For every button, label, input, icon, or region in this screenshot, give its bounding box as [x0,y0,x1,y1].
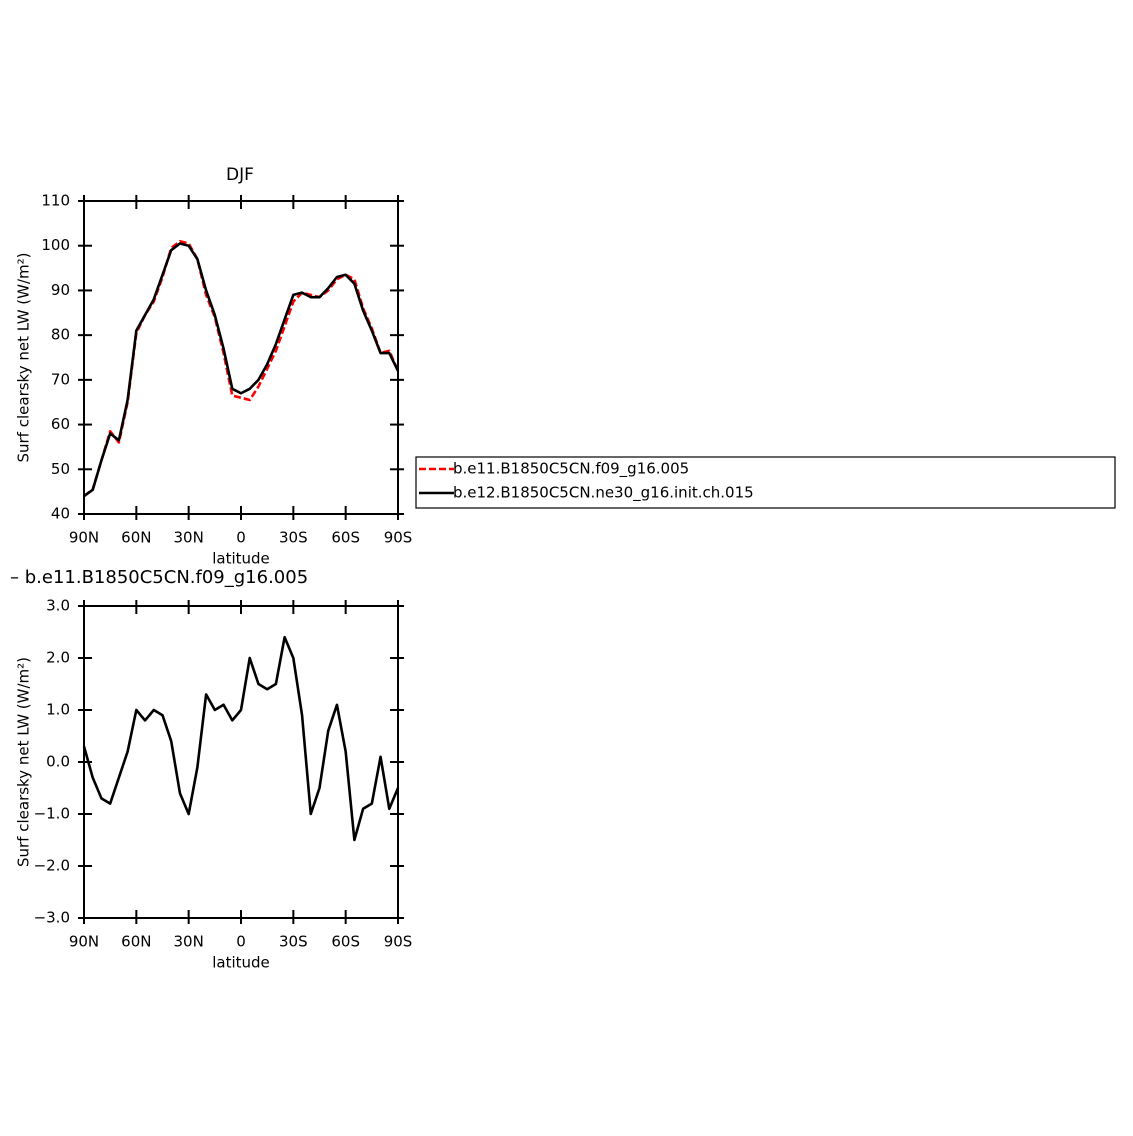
y-axis-label: Surf clearsky net LW (W/m²) [15,252,33,462]
y-tick-label: 3.0 [46,597,70,615]
y-tick-label: 90 [51,281,70,299]
chart-title: – b.e11.B1850C5CN.f09_g16.005 [10,567,308,588]
x-tick-label: 30N [174,933,204,951]
series-line [82,635,400,842]
y-tick-label: 60 [51,415,70,433]
y-tick-label: 50 [51,460,70,478]
x-axis-label: latitude [212,954,270,972]
y-tick-label: 70 [51,370,70,388]
y-tick-label: −2.0 [34,857,70,875]
x-tick-label: 90N [69,933,99,951]
legend-label: b.e12.B1850C5CN.ne30_g16.init.ch.015 [453,484,754,503]
y-tick-label: 0.0 [46,753,70,771]
x-tick-label: 0 [236,933,246,951]
x-tick-label: 60N [121,529,151,547]
x-tick-label: 60S [331,933,360,951]
legend-box [415,456,1116,509]
legend-label: b.e11.B1850C5CN.f09_g16.005 [453,460,689,479]
plot-frame [83,605,399,919]
y-tick-label: −3.0 [34,909,70,927]
x-tick-label: 60N [121,933,151,951]
y-tick-label: −1.0 [34,805,70,823]
x-tick-label: 60S [331,529,360,547]
x-tick-label: 90N [69,529,99,547]
y-tick-label: 110 [41,192,70,210]
x-tick-label: 30S [279,933,308,951]
plot-frame [83,200,399,515]
y-tick-label: 100 [41,236,70,254]
x-tick-label: 30N [174,529,204,547]
x-tick-label: 30S [279,529,308,547]
y-tick-label: 80 [51,326,70,344]
x-axis-label: latitude [212,550,270,568]
x-tick-label: 90S [384,529,413,547]
y-tick-label: 40 [51,505,70,523]
y-axis-label: Surf clearsky net LW (W/m²) [15,657,33,867]
x-tick-label: 0 [236,529,246,547]
y-tick-label: 2.0 [46,649,70,667]
series-line [83,242,400,498]
x-tick-label: 90S [384,933,413,951]
chart-title: DJF [226,165,254,185]
y-tick-label: 1.0 [46,701,70,719]
